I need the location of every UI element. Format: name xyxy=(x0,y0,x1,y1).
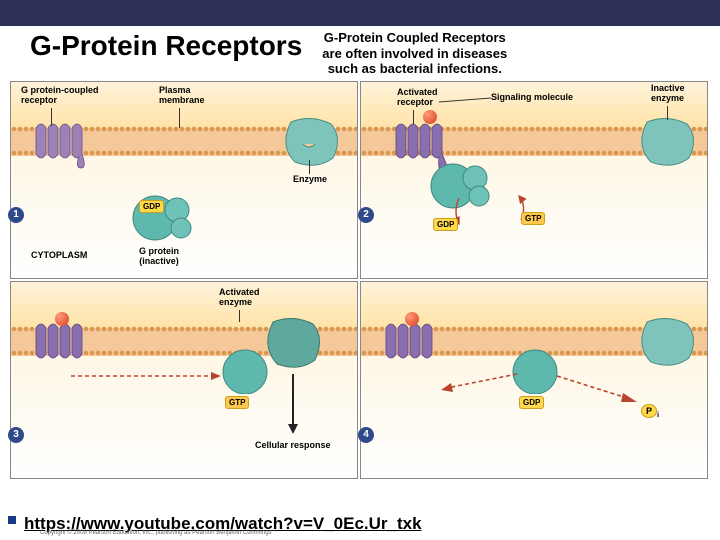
gtp-3: GTP xyxy=(225,396,249,409)
enzyme-3 xyxy=(263,318,323,372)
label-signaling: Signaling molecule xyxy=(491,92,573,102)
pointer-enzyme xyxy=(309,160,310,174)
subtitle-line-3: such as bacterial infections. xyxy=(322,61,507,77)
pointer-plasma xyxy=(179,108,180,128)
exchange-arrows xyxy=(451,192,531,232)
response-arrow xyxy=(287,374,299,434)
dash-arrow-3 xyxy=(71,366,221,386)
top-bar xyxy=(0,0,720,26)
label-activated-receptor: Activated receptor xyxy=(397,88,438,108)
label-cytoplasm: CYTOPLASM xyxy=(31,250,87,260)
panel-2: Activated receptor Signaling molecule In… xyxy=(360,81,708,279)
signal-molecule-4 xyxy=(405,312,419,326)
label-enzyme: Enzyme xyxy=(293,174,327,184)
pointer-signaling-line xyxy=(439,96,491,104)
subtitle-line-1: G-Protein Coupled Receptors xyxy=(322,30,507,46)
pi-p: P xyxy=(641,404,657,418)
pointer-act-enz xyxy=(239,310,240,322)
label-receptor: G protein-coupled receptor xyxy=(21,86,99,106)
gdp-1: GDP xyxy=(139,200,164,213)
label-plasma: Plasma membrane xyxy=(159,86,205,106)
receptor-1 xyxy=(31,120,91,170)
gprotein-3 xyxy=(221,348,269,394)
gtp-2: GTP xyxy=(521,212,545,225)
enzyme-4 xyxy=(637,318,697,370)
dash-arrow-4a xyxy=(441,368,517,398)
bullet-icon xyxy=(8,516,16,524)
label-inactive-enzyme: Inactive enzyme xyxy=(651,84,685,104)
label-pi: Pi xyxy=(641,406,659,419)
slide-title: G-Protein Receptors xyxy=(30,30,302,62)
signal-molecule-2 xyxy=(423,110,437,124)
pointer-inactive-enz xyxy=(667,106,668,120)
receptor-4 xyxy=(381,320,445,376)
dash-arrow-4b xyxy=(557,368,637,408)
slide-header: G-Protein Receptors G-Protein Coupled Re… xyxy=(0,26,720,77)
signal-molecule-3 xyxy=(55,312,69,326)
panel-number-2: 2 xyxy=(358,207,374,223)
panel-number-1: 1 xyxy=(8,207,24,223)
panel-number-4: 4 xyxy=(358,427,374,443)
panel-4: GDP Pi xyxy=(360,281,708,479)
pointer-receptor xyxy=(51,108,52,126)
enzyme-1 xyxy=(281,118,341,170)
panel-3: Activated enzyme GTP Cellular response xyxy=(10,281,358,479)
gdp-2: GDP xyxy=(433,218,458,231)
diagram-grid: G protein-coupled receptor Plasma membra… xyxy=(10,81,710,481)
panel-1: G protein-coupled receptor Plasma membra… xyxy=(10,81,358,279)
gdp-4: GDP xyxy=(519,396,544,409)
pi-i: i xyxy=(657,410,659,419)
label-gprotein: G protein (inactive) xyxy=(139,247,179,267)
pointer-activated xyxy=(413,110,414,124)
label-activated-enzyme: Activated enzyme xyxy=(219,288,260,308)
enzyme-2 xyxy=(637,118,697,170)
panel-number-3: 3 xyxy=(8,427,24,443)
slide-subtitle: G-Protein Coupled Receptors are often in… xyxy=(322,30,507,77)
copyright-text: Copyright © 2008 Pearson Education, Inc.… xyxy=(40,530,272,536)
label-cellular-response: Cellular response xyxy=(255,440,331,450)
subtitle-line-2: are often involved in diseases xyxy=(322,46,507,62)
gprotein-4a xyxy=(511,348,559,394)
